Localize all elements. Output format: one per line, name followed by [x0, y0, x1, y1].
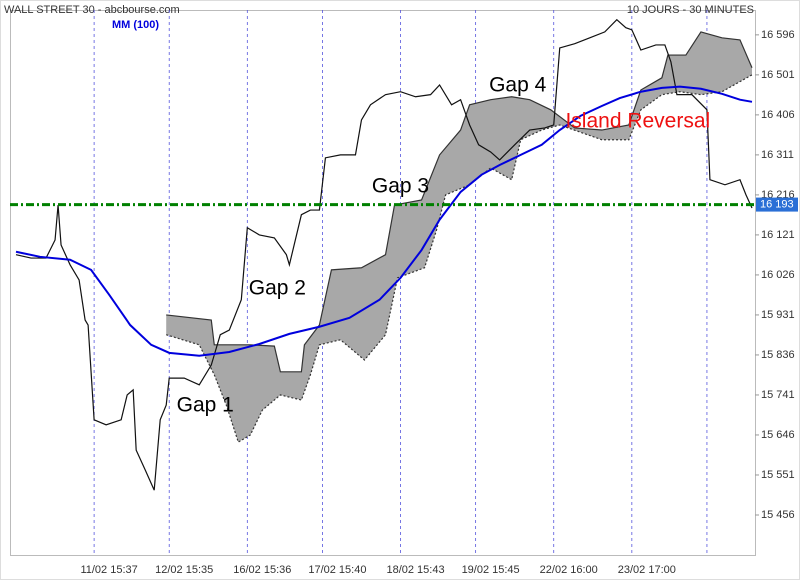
- x-tick-label: 12/02 15:35: [155, 564, 213, 576]
- annotation: Island Reversal: [565, 110, 710, 133]
- x-tick-label: 17/02 15:40: [308, 564, 366, 576]
- cloud-edge: [166, 31, 753, 373]
- y-tick-label: 15 551: [761, 469, 795, 481]
- y-tick-label: 15 836: [761, 349, 795, 361]
- x-tick-label: 11/02 15:37: [80, 564, 137, 576]
- x-tick-label: 19/02 15:45: [462, 564, 520, 576]
- y-tick-label: 15 646: [761, 429, 795, 441]
- series-line: [15, 18, 753, 491]
- chart-subtitle: 10 JOURS - 30 MINUTES: [627, 4, 754, 16]
- x-tick-label: 22/02 16:00: [540, 564, 598, 576]
- y-tick-label: 15 741: [761, 389, 795, 401]
- chart-title: WALL STREET 30 - abcbourse.com: [4, 4, 180, 16]
- y-tick-label: 16 311: [761, 149, 794, 161]
- annotation: Gap 3: [372, 174, 429, 197]
- x-tick-label: 23/02 17:00: [618, 564, 676, 576]
- annotation: Gap 2: [249, 276, 306, 299]
- y-tick-label: 16 026: [761, 269, 795, 281]
- y-tick-label: 15 456: [761, 509, 795, 521]
- price-box: [756, 197, 798, 212]
- y-tick-label: 16 501: [761, 69, 795, 81]
- cloud-edge: [166, 74, 753, 444]
- y-tick-label: 16 121: [761, 229, 795, 241]
- annotation: Gap 1: [177, 393, 234, 416]
- y-tick-label: 16 596: [761, 29, 795, 41]
- cloud-fill: [166, 31, 752, 443]
- y-tick-label: 15 931: [761, 309, 795, 321]
- annotation: Gap 4: [489, 73, 547, 96]
- price-label: 16 193: [760, 198, 794, 210]
- series-line: [15, 85, 753, 357]
- x-tick-label: 16/02 15:36: [233, 564, 291, 576]
- x-tick-label: 18/02 15:43: [386, 564, 444, 576]
- plot-border: [10, 10, 756, 556]
- y-tick-label: 16 406: [761, 109, 795, 121]
- legend-entry: MM (100): [112, 19, 159, 31]
